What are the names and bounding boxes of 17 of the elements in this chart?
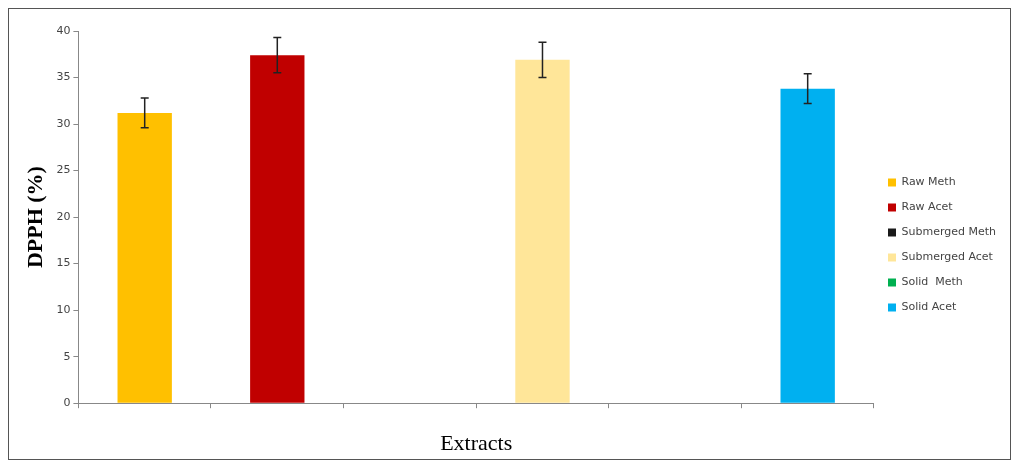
y-tick-label: 20 (56, 209, 71, 223)
y-tick-label: 30 (56, 116, 71, 130)
legend-label: Raw Acet (901, 200, 954, 214)
x-axis-title: Extracts (440, 429, 513, 455)
legend-label: Submerged Meth (901, 225, 997, 239)
legend-label: Solid Meth (901, 275, 963, 289)
y-tick-label: 5 (63, 349, 71, 363)
legend-label: Raw Meth (901, 175, 956, 189)
y-tick-label: 0 (63, 396, 71, 410)
y-tick-label: 35 (56, 70, 71, 84)
y-tick-label: 40 (56, 23, 71, 37)
y-tick-label: 10 (56, 303, 71, 317)
y-tick-label: 25 (56, 163, 71, 177)
y-tick-label: 15 (56, 256, 71, 270)
legend-label: Submerged Acet (901, 250, 994, 264)
y-axis-title: DPPH (%) (21, 166, 47, 269)
legend-label: Solid Acet (901, 300, 957, 314)
